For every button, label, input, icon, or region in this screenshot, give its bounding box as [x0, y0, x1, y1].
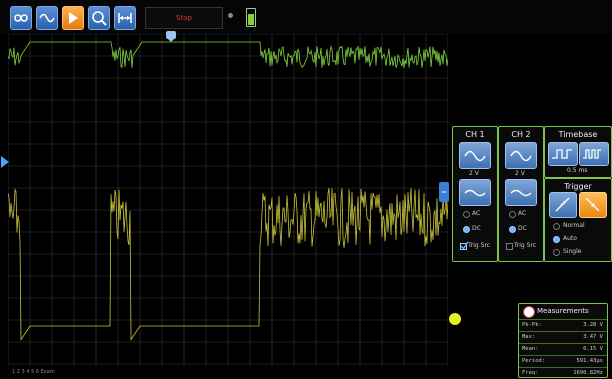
trigger-level-marker-icon[interactable]: [438, 181, 450, 203]
trigger-single-radio[interactable]: [553, 249, 560, 256]
footer-info: 1 2 3 4 5 6 Exam: [12, 369, 55, 375]
ch1-trig-src-checkbox[interactable]: [460, 241, 469, 250]
timebase-zoom-in-button[interactable]: [548, 142, 578, 166]
fit-width-icon[interactable]: [114, 6, 136, 30]
timebase-zoom-out-button[interactable]: [579, 142, 609, 166]
measurement-label: Mean:: [522, 346, 539, 352]
ch1-ac-label: AC: [472, 210, 481, 217]
record-indicator-icon: [228, 13, 233, 18]
measurement-value: 0.15 V: [583, 346, 603, 352]
timebase-panel: Timebase 0.5 ms: [544, 126, 612, 178]
ch1-title: CH 1: [465, 130, 485, 139]
timebase-value: 0.5 ms: [567, 167, 588, 174]
trigger-rising-button[interactable]: [549, 192, 577, 218]
ch1-volts-down-button[interactable]: [459, 179, 491, 206]
ch2-trig-src-label: Trig Src: [514, 242, 537, 249]
measurement-value: 591.43µs: [576, 358, 604, 364]
ch2-ac-label: AC: [518, 210, 527, 217]
measurements-panel: Measurements Pk-Pk: 3.28 V Max: 3.47 V Mea…: [518, 303, 608, 378]
ch1-volts-label: 2 V: [469, 170, 479, 177]
measurements-title: Measurements: [537, 307, 589, 315]
trigger-mode-auto-label: Auto: [563, 235, 577, 242]
ch2-volts-up-button[interactable]: [505, 142, 537, 169]
ch1-waveform: [8, 41, 448, 69]
ch1-volts-up-button[interactable]: [459, 142, 491, 169]
zoom-icon[interactable]: [88, 6, 110, 30]
measurement-row: Max: 3.47 V: [519, 331, 607, 343]
trigger-auto-radio[interactable]: [553, 236, 560, 243]
measurements-header[interactable]: Measurements: [519, 304, 607, 319]
trigger-title: Trigger: [564, 182, 592, 191]
measurement-label: Pk-Pk:: [522, 322, 542, 328]
ch1-trig-src-label: Trig Src: [468, 242, 491, 249]
trigger-mode-single-label: Single: [563, 248, 582, 255]
waveform-path: [8, 41, 448, 69]
trigger-falling-button[interactable]: [579, 192, 607, 218]
oscilloscope-screen[interactable]: [8, 34, 448, 366]
ch1-panel: CH 1 2 V AC DC Trig Src: [452, 126, 498, 262]
ch2-ac-radio[interactable]: [509, 211, 516, 218]
ch2-offset-marker-icon[interactable]: [0, 155, 10, 169]
ch2-volts-label: 2 V: [515, 170, 525, 177]
measurement-value: 3.28 V: [583, 322, 603, 328]
play-icon[interactable]: [62, 6, 84, 30]
ch1-dc-label: DC: [472, 225, 481, 232]
measurement-value: 1690.82Hz: [573, 370, 603, 376]
waveform-path: [8, 187, 448, 341]
trigger-normal-radio[interactable]: [553, 223, 560, 230]
ch2-panel: CH 2 2 V AC DC Trig Src: [498, 126, 544, 262]
battery-icon: [246, 8, 256, 27]
measurements-icon: [523, 306, 535, 318]
measurement-label: Freq:: [522, 370, 539, 376]
trigger-position-marker-icon[interactable]: [165, 30, 177, 42]
scope-grid: [8, 34, 448, 366]
wave-icon[interactable]: [36, 6, 58, 30]
cursor-handle-icon[interactable]: [448, 312, 462, 326]
ch1-ac-radio[interactable]: [463, 211, 470, 218]
status-display: Stop: [145, 7, 223, 29]
ch2-waveform: [8, 187, 448, 341]
measurement-row: Pk-Pk: 3.28 V: [519, 319, 607, 331]
measurement-label: Max:: [522, 334, 536, 340]
ch2-dc-radio[interactable]: [509, 226, 516, 233]
trigger-mode-normal-label: Normal: [563, 222, 585, 229]
timebase-title: Timebase: [558, 130, 598, 139]
infinity-icon[interactable]: [10, 6, 32, 30]
measurement-value: 3.47 V: [583, 334, 603, 340]
ch2-title: CH 2: [511, 130, 531, 139]
measurement-row: Mean: 0.15 V: [519, 343, 607, 355]
ch1-dc-radio[interactable]: [463, 226, 470, 233]
toolbar: Stop: [0, 0, 612, 34]
measurement-row: Period: 591.43µs: [519, 355, 607, 367]
ch2-volts-down-button[interactable]: [505, 179, 537, 206]
ch2-trig-src-checkbox[interactable]: [506, 243, 513, 250]
ch2-dc-label: DC: [518, 225, 527, 232]
trigger-panel: Trigger Normal Auto Single: [544, 178, 612, 262]
measurement-label: Period:: [522, 358, 546, 364]
measurement-row: Freq: 1690.82Hz: [519, 367, 607, 377]
